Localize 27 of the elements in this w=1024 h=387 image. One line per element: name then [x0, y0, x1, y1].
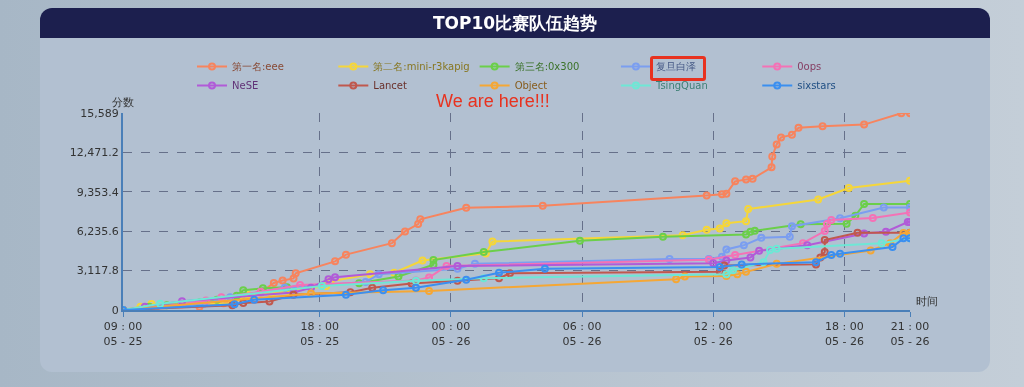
- legend-label: NeSE: [232, 80, 259, 92]
- x-tick-label: 09 : 00 05 - 25: [103, 320, 143, 348]
- legend-label: 第一名:eee: [232, 61, 284, 73]
- y-tick-label: 15,589: [80, 106, 119, 120]
- legend-label: Lancet: [373, 80, 407, 92]
- x-axis-title: 时间: [916, 295, 938, 308]
- y-tick-label: 0: [111, 303, 119, 317]
- legend-label: 复旦白泽: [655, 61, 696, 73]
- x-tick-label: 18 : 00 05 - 25: [300, 320, 340, 348]
- y-tick-label: 3,117.8: [76, 264, 119, 278]
- y-tick-label: 6,235.6: [76, 225, 119, 239]
- legend-label: 第三名:0x300: [514, 61, 580, 73]
- text: We are here!!!: [436, 91, 550, 111]
- x-tick-label: 12 : 00 05 - 26: [693, 320, 733, 348]
- legend-label: TsingQuan: [654, 80, 708, 92]
- y-axis-title: 分数: [112, 96, 134, 109]
- x-tick-label: 06 : 00 05 - 26: [562, 320, 602, 348]
- x-tick-label: 18 : 00 05 - 26: [824, 320, 864, 348]
- legend-label: 0ops: [797, 61, 822, 73]
- y-tick-label: 12,471.2: [69, 146, 119, 160]
- x-tick-label: 00 : 00 05 - 26: [431, 320, 471, 348]
- y-tick-label: 9,353.4: [76, 185, 119, 199]
- chart-title: TOP10比赛队伍趋势: [40, 8, 990, 38]
- legend-label: Object: [514, 80, 548, 92]
- legend-label: sixstars: [797, 80, 836, 92]
- x-tick-label: 21 : 00 05 - 26: [890, 320, 930, 348]
- legend-label: 第二名:mini-r3kapig: [373, 61, 470, 73]
